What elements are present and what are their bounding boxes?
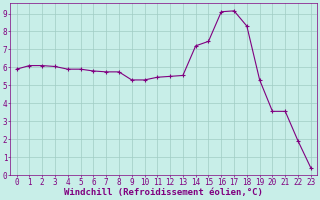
X-axis label: Windchill (Refroidissement éolien,°C): Windchill (Refroidissement éolien,°C) (64, 188, 263, 197)
